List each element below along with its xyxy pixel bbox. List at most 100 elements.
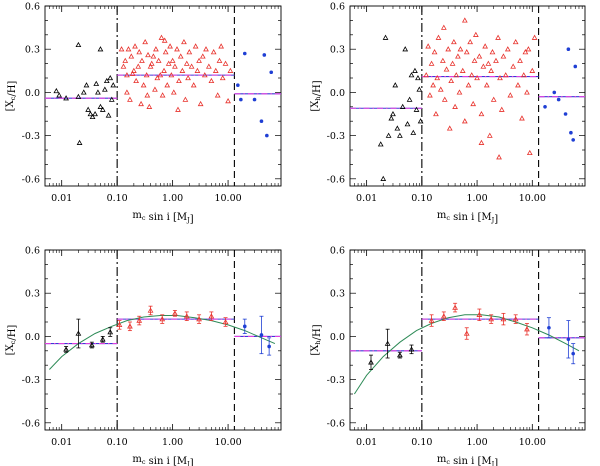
data-point-triangle bbox=[116, 321, 123, 328]
chart-panel-3: 0.01 0.10 1.00 10.00 -0.6 -0.3 0.0 0.3 0.6 mc sin… bbox=[5, 246, 282, 466]
data-point-triangle bbox=[441, 96, 448, 102]
data-point-triangle bbox=[430, 82, 437, 88]
data-point-triangle bbox=[443, 66, 450, 72]
data-point-triangle bbox=[53, 87, 60, 94]
data-point-triangle bbox=[161, 37, 168, 43]
data-point-circle bbox=[571, 351, 575, 356]
x-tick-label: 0.01 bbox=[51, 193, 72, 204]
data-point-triangle bbox=[517, 57, 523, 63]
data-point-triangle bbox=[524, 89, 530, 95]
data-point-circle bbox=[569, 130, 573, 135]
data-point-triangle bbox=[219, 74, 226, 81]
data-point-triangle bbox=[161, 67, 167, 73]
data-point-triangle bbox=[176, 77, 182, 84]
x-tick-label: 0.01 bbox=[51, 437, 72, 448]
data-point-triangle bbox=[110, 82, 117, 88]
data-point-triangle bbox=[456, 89, 463, 95]
y-tick-label: 0.3 bbox=[330, 45, 345, 56]
data-point-triangle bbox=[448, 77, 455, 84]
data-point-triangle bbox=[440, 313, 447, 319]
x-tick-label: 0.01 bbox=[356, 193, 377, 204]
data-point-triangle bbox=[512, 316, 519, 322]
data-point-triangle bbox=[461, 118, 468, 124]
data-point-circle bbox=[267, 344, 271, 349]
data-point-triangle bbox=[425, 43, 432, 49]
data-point-triangle bbox=[467, 38, 474, 45]
data-point-triangle bbox=[185, 74, 191, 81]
data-point-triangle bbox=[457, 46, 464, 52]
data-point-triangle bbox=[500, 53, 507, 59]
data-point-triangle bbox=[154, 74, 161, 81]
data-point-triangle bbox=[450, 38, 457, 45]
data-point-triangle bbox=[524, 326, 530, 332]
data-point-triangle bbox=[208, 313, 215, 319]
data-point-triangle bbox=[76, 139, 83, 145]
data-point-triangle bbox=[147, 63, 154, 69]
data-point-triangle bbox=[75, 41, 82, 48]
data-point-triangle bbox=[144, 92, 151, 98]
data-point-triangle bbox=[446, 125, 453, 131]
data-point-triangle bbox=[172, 310, 178, 316]
data-point-triangle bbox=[512, 38, 519, 45]
data-point-triangle bbox=[162, 49, 169, 55]
x-tick-label: 0.10 bbox=[411, 437, 432, 448]
data-point-triangle bbox=[85, 106, 92, 112]
data-point-triangle bbox=[396, 352, 403, 358]
data-point-triangle bbox=[172, 63, 178, 69]
x-tick-label: 10.00 bbox=[519, 437, 546, 448]
data-point-triangle bbox=[428, 60, 435, 66]
y-tick-label: -0.6 bbox=[327, 418, 345, 429]
data-point-triangle bbox=[390, 110, 396, 117]
data-point-triangle bbox=[183, 313, 190, 319]
data-point-triangle bbox=[122, 57, 129, 63]
x-tick-label: 1.00 bbox=[162, 437, 183, 448]
x-tick-label: 10.00 bbox=[214, 193, 241, 204]
data-point-triangle bbox=[522, 49, 529, 55]
data-point-triangle bbox=[159, 92, 166, 98]
y-tick-label: -0.6 bbox=[22, 418, 40, 429]
data-point-triangle bbox=[192, 43, 199, 49]
data-point-triangle bbox=[127, 323, 133, 329]
data-point-triangle bbox=[471, 57, 478, 63]
data-point-circle bbox=[239, 97, 243, 102]
data-point-triangle bbox=[459, 67, 466, 73]
data-point-triangle bbox=[470, 100, 477, 107]
data-point-triangle bbox=[138, 100, 144, 107]
x-tick-label: 10.00 bbox=[214, 437, 241, 448]
data-point-triangle bbox=[502, 72, 509, 78]
data-point-triangle bbox=[472, 31, 479, 37]
x-axis-label: mc sin i [MJ] bbox=[132, 454, 193, 466]
data-point-triangle bbox=[476, 311, 483, 317]
data-point-circle bbox=[543, 105, 547, 109]
data-point-triangle bbox=[449, 60, 456, 66]
data-point-triangle bbox=[368, 359, 374, 365]
data-point-triangle bbox=[103, 77, 110, 84]
data-point-triangle bbox=[128, 53, 135, 59]
y-tick-label: 0.0 bbox=[330, 88, 345, 99]
data-point-triangle bbox=[431, 49, 438, 55]
data-point-triangle bbox=[177, 53, 184, 59]
data-point-triangle bbox=[99, 336, 106, 342]
data-point-triangle bbox=[108, 96, 115, 102]
data-point-triangle bbox=[63, 346, 69, 352]
data-point-triangle bbox=[455, 53, 461, 59]
x-tick-label: 1.00 bbox=[162, 193, 183, 204]
data-point-circle bbox=[242, 324, 247, 329]
x-axis-label: mc sin i [MJ] bbox=[437, 454, 498, 466]
data-point-triangle bbox=[80, 89, 87, 95]
data-point-triangle bbox=[63, 95, 69, 101]
data-point-triangle bbox=[498, 106, 505, 112]
x-tick-label: 0.01 bbox=[356, 437, 377, 448]
data-point-triangle bbox=[486, 132, 493, 138]
data-point-triangle bbox=[210, 49, 217, 55]
data-point-triangle bbox=[500, 316, 507, 322]
data-point-triangle bbox=[139, 57, 145, 63]
data-point-triangle bbox=[182, 96, 189, 102]
chart-panel-2: 0.01 0.10 1.00 10.00 -0.6 -0.3 0.0 0.3 0.6 mc sin… bbox=[310, 2, 586, 225]
data-point-triangle bbox=[118, 46, 125, 52]
data-point-triangle bbox=[478, 110, 485, 117]
data-point-triangle bbox=[93, 80, 100, 86]
data-point-triangle bbox=[404, 121, 411, 127]
data-point-triangle bbox=[384, 340, 391, 346]
